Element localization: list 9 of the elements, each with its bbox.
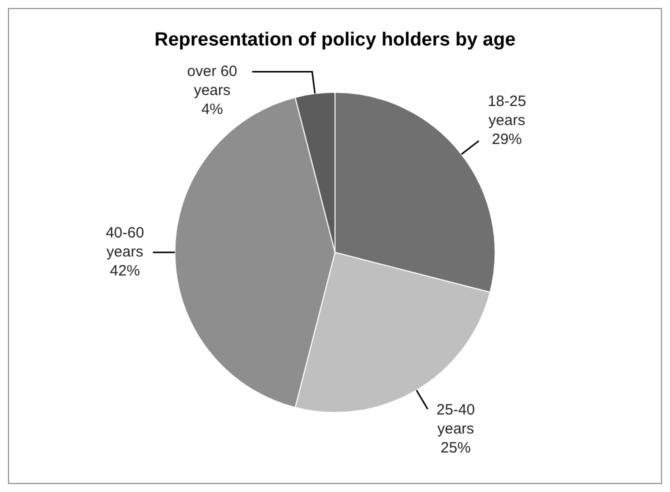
slice-label: over 60 years [187, 62, 238, 99]
slice-label: 40-60 years [106, 224, 144, 261]
slice-label: 18-25 years [488, 92, 526, 129]
chart-title: Representation of policy holders by age [154, 30, 516, 51]
data-label: 29% [492, 130, 522, 148]
data-label: 42% [110, 262, 140, 280]
data-label: 4% [201, 100, 224, 118]
slice-label: 25-40 years [436, 401, 475, 438]
data-label: 25% [440, 439, 471, 456]
